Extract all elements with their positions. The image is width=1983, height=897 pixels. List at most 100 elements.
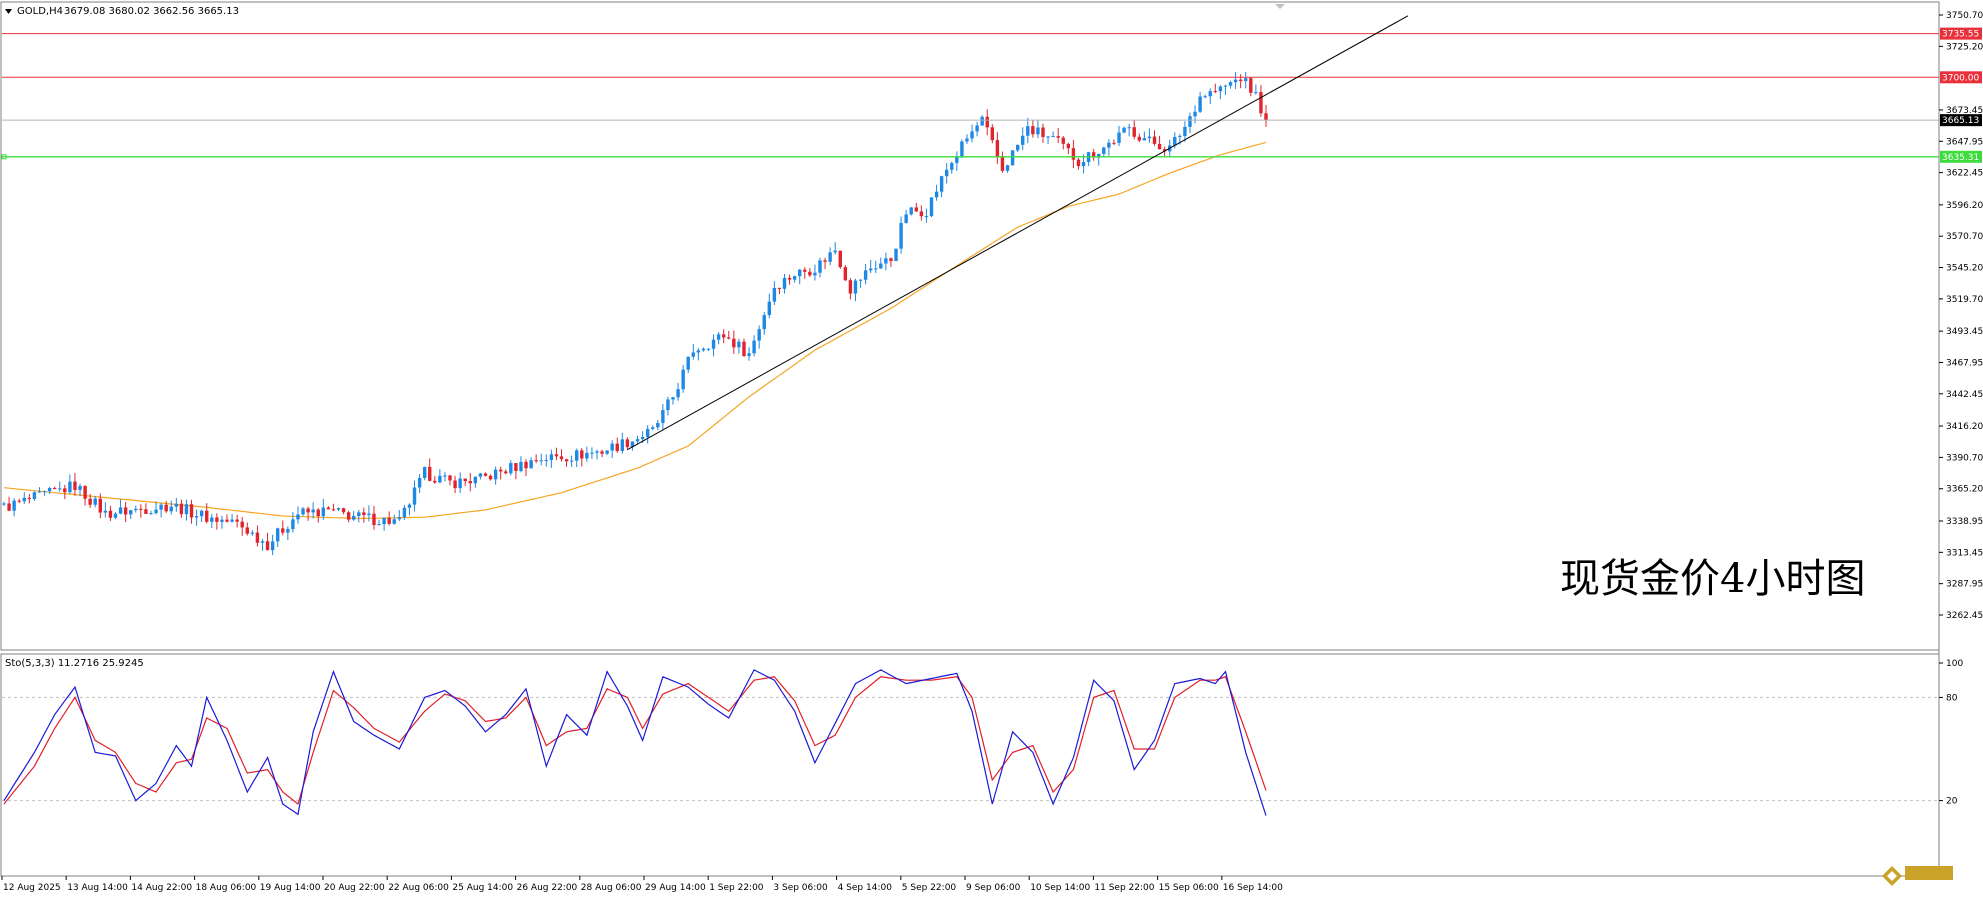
candle-body xyxy=(504,471,508,474)
candle-body xyxy=(727,337,731,339)
candle-body xyxy=(914,207,918,212)
candle-body xyxy=(402,507,407,518)
candle-body xyxy=(260,541,265,543)
stochastic-main-line xyxy=(3,669,1267,816)
candle-body xyxy=(179,503,184,515)
candle-body xyxy=(377,524,381,526)
candle-body xyxy=(1152,136,1157,144)
candle-body xyxy=(194,516,199,518)
time-axis-label: 29 Aug 14:00 xyxy=(645,883,706,893)
time-axis-label: 1 Sep 22:00 xyxy=(709,883,764,893)
candle-body xyxy=(498,469,503,472)
price-axis: 3750.70 3725.20 3673.45 3647.95 3622.45 3596.… xyxy=(1939,11,1983,621)
candle-body xyxy=(17,500,21,502)
candle-body xyxy=(711,339,716,349)
candle-body xyxy=(676,389,680,398)
candle-body xyxy=(1238,79,1243,82)
candle-body xyxy=(509,463,513,474)
ohlc-readout: 3679.08 3680.02 3662.56 3665.13 xyxy=(64,6,239,17)
time-axis-label: 25 Aug 14:00 xyxy=(452,883,513,893)
candle-body xyxy=(134,508,138,511)
candle-body xyxy=(879,263,883,269)
candle-body xyxy=(1259,92,1263,114)
candle-body xyxy=(1005,165,1010,171)
time-axis-label: 12 Aug 2025 xyxy=(3,883,61,893)
candle-body xyxy=(1112,142,1116,144)
symbol-label: GOLD,H4 xyxy=(17,6,63,17)
scroll-marker-icon[interactable] xyxy=(1275,4,1285,9)
candle-body xyxy=(544,460,549,462)
candle-body xyxy=(1122,127,1126,133)
candle-body xyxy=(129,510,133,515)
time-axis-label: 16 Sep 14:00 xyxy=(1223,883,1283,893)
candle-body xyxy=(580,450,584,459)
candle-body xyxy=(250,532,255,534)
candle-body xyxy=(98,498,102,513)
candle-body xyxy=(245,527,249,534)
candle-body xyxy=(838,250,842,268)
candle-body xyxy=(803,269,807,272)
candle-body xyxy=(422,466,427,479)
candle-body xyxy=(955,156,959,164)
candle-body xyxy=(1107,142,1111,148)
time-axis-label: 13 Aug 14:00 xyxy=(67,883,128,893)
stochastic-header: Sto(5,3,3) 11.2716 25.9245 xyxy=(5,658,144,669)
candle-body xyxy=(569,460,574,462)
trendline xyxy=(627,15,1409,451)
candle-body xyxy=(1102,147,1106,154)
triangle-down-icon[interactable] xyxy=(5,9,12,14)
candle-body xyxy=(93,498,97,505)
candle-body xyxy=(813,272,817,276)
candle-body xyxy=(144,509,148,514)
candle-body xyxy=(554,454,559,457)
candle-body xyxy=(990,127,995,141)
candle-body xyxy=(661,410,665,424)
candle-body xyxy=(83,485,87,499)
support-anchor-icon xyxy=(1,154,7,160)
candle-body xyxy=(210,517,214,522)
candle-body xyxy=(189,504,194,518)
candle-body xyxy=(651,427,655,429)
candle-body xyxy=(1254,92,1258,94)
time-axis-label: 10 Sep 14:00 xyxy=(1030,883,1090,893)
candle-body xyxy=(321,507,326,517)
price-axis-label: 3570.70 xyxy=(1946,232,1983,242)
time-axis-label: 15 Sep 06:00 xyxy=(1159,883,1219,893)
candle-body xyxy=(483,473,488,476)
candle-body xyxy=(1157,143,1162,150)
candle-body xyxy=(575,450,579,461)
candle-body xyxy=(230,519,234,522)
candle-body xyxy=(438,475,442,483)
candle-body xyxy=(22,497,26,502)
candle-body xyxy=(27,497,32,499)
candle-body xyxy=(605,450,609,454)
candle-body xyxy=(215,517,219,522)
candle-body xyxy=(12,500,16,511)
time-axis-label: 28 Aug 06:00 xyxy=(581,883,642,893)
candle-body xyxy=(884,258,888,264)
time-axis-label: 20 Aug 22:00 xyxy=(324,883,385,893)
time-axis-label: 22 Aug 06:00 xyxy=(388,883,449,893)
candle-body xyxy=(1142,138,1147,141)
main-panel[interactable] xyxy=(0,1,1940,651)
candle-body xyxy=(919,211,924,217)
candle-body xyxy=(960,141,964,157)
candle-body xyxy=(863,270,868,280)
candle-body xyxy=(184,504,189,515)
candle-body xyxy=(103,510,108,513)
time-axis-label: 18 Aug 06:00 xyxy=(196,883,257,893)
candle-body xyxy=(549,454,554,461)
candle-body xyxy=(58,488,62,490)
candle-body xyxy=(934,191,939,198)
candle-body xyxy=(407,504,412,508)
oscillator-panel[interactable] xyxy=(0,653,1940,877)
candle-body xyxy=(808,271,812,276)
candle-body xyxy=(777,287,782,289)
candle-body xyxy=(1188,116,1192,127)
price-axis-label: 3725.20 xyxy=(1946,42,1983,52)
candle-body xyxy=(681,369,685,390)
candle-body xyxy=(357,512,361,517)
candle-body xyxy=(1026,126,1030,136)
current-price-tag xyxy=(1940,114,1982,127)
candle-body xyxy=(635,439,640,442)
